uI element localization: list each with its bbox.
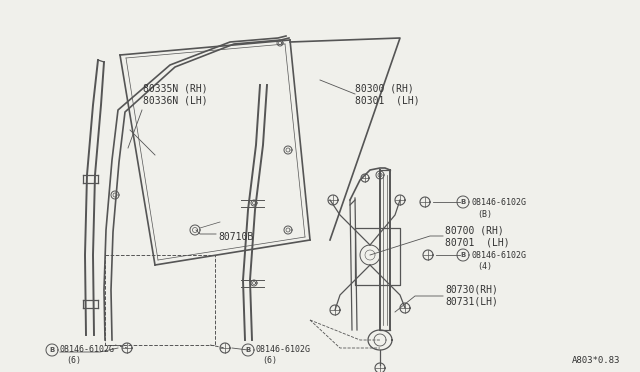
Text: 80710B: 80710B xyxy=(218,232,253,242)
Text: 08146-6102G: 08146-6102G xyxy=(60,346,115,355)
Text: 80336N (LH): 80336N (LH) xyxy=(143,95,207,105)
Text: 80700 (RH): 80700 (RH) xyxy=(445,225,504,235)
Text: 08146-6102G: 08146-6102G xyxy=(256,346,311,355)
Text: 80730(RH): 80730(RH) xyxy=(445,285,498,295)
Text: (4): (4) xyxy=(477,263,492,272)
Text: 80301  (LH): 80301 (LH) xyxy=(355,95,420,105)
Text: 80300 (RH): 80300 (RH) xyxy=(355,83,413,93)
Text: B: B xyxy=(460,199,466,205)
Text: 08146-6102G: 08146-6102G xyxy=(471,250,526,260)
Text: 80731(LH): 80731(LH) xyxy=(445,297,498,307)
Text: (6): (6) xyxy=(262,356,277,366)
Text: (B): (B) xyxy=(477,209,492,218)
Text: B: B xyxy=(460,252,466,258)
Text: B: B xyxy=(245,347,251,353)
Text: 80335N (RH): 80335N (RH) xyxy=(143,83,207,93)
Text: 08146-6102G: 08146-6102G xyxy=(471,198,526,206)
Text: A803*0.83: A803*0.83 xyxy=(572,356,620,365)
Text: 80701  (LH): 80701 (LH) xyxy=(445,237,509,247)
Text: B: B xyxy=(49,347,54,353)
Text: (6): (6) xyxy=(66,356,81,366)
